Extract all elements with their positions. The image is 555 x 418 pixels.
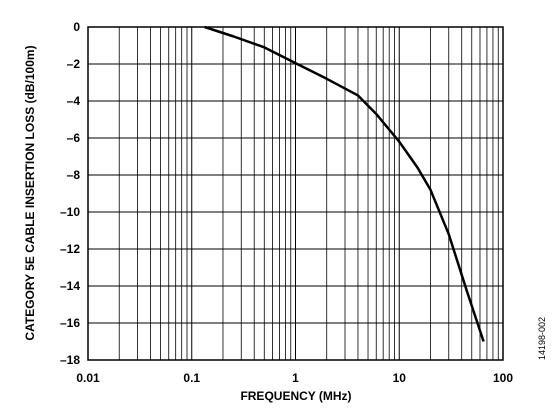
x-tick-label: 0.01 (76, 371, 100, 385)
y-tick-label: –16 (60, 316, 80, 330)
y-tick-label: –4 (67, 94, 81, 108)
data-line (204, 25, 485, 342)
x-axis-label: FREQUENCY (MHz) (240, 389, 351, 403)
x-tick-label: 100 (493, 371, 513, 385)
y-tick-label: –10 (60, 205, 80, 219)
y-tick-label: 0 (73, 20, 80, 34)
y-tick-label: –6 (67, 131, 81, 145)
y-tick-label: –8 (67, 168, 81, 182)
figure-id: 14198-002 (537, 317, 547, 360)
x-tick-label: 1 (292, 371, 299, 385)
y-tick-label: –12 (60, 242, 80, 256)
y-tick-label: –14 (60, 279, 80, 293)
y-axis-label: CATEGORY 5E CABLE INSERTION LOSS (dB/100… (23, 45, 37, 340)
y-tick-label: –18 (60, 353, 80, 367)
y-tick-label: –2 (67, 57, 81, 71)
x-tick-label: 0.1 (183, 371, 200, 385)
plot-frame (87, 26, 504, 361)
x-tick-label: 10 (393, 371, 407, 385)
